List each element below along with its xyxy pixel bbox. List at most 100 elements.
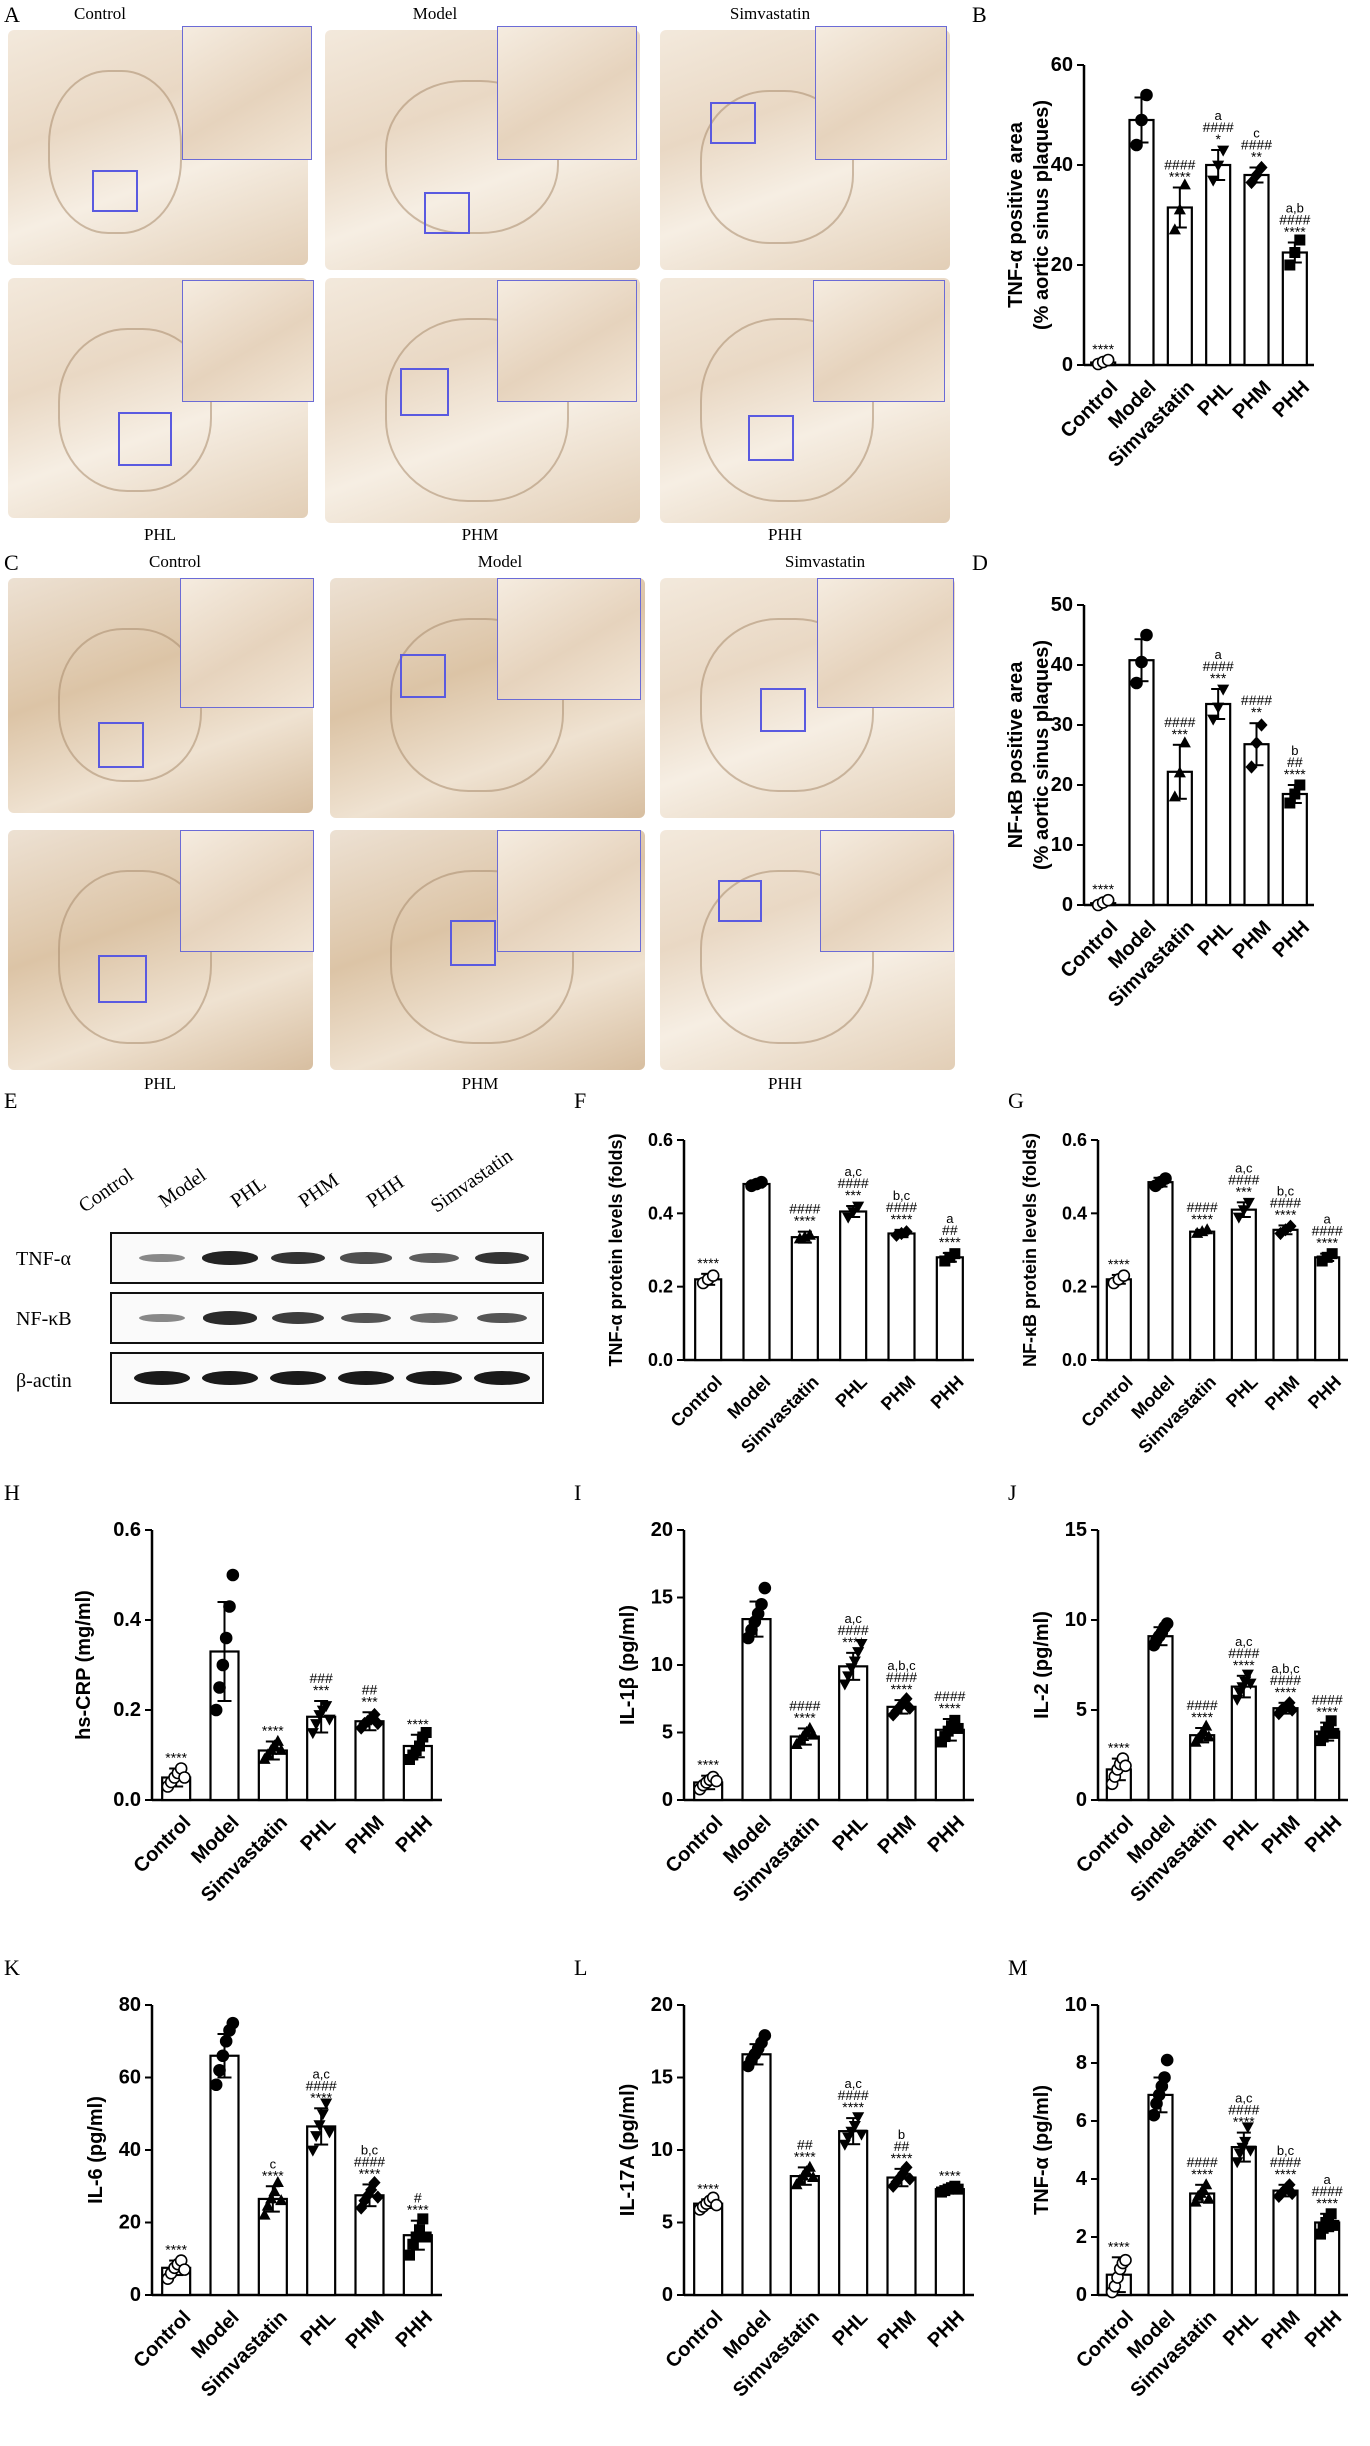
significance-label: c (270, 2156, 277, 2171)
zoom-box (98, 955, 147, 1003)
data-point (1160, 2053, 1174, 2067)
data-point (275, 1743, 288, 1755)
micro-label: Simvastatin (729, 4, 811, 23)
micro-label: Model (412, 4, 458, 23)
data-point (1168, 790, 1181, 802)
data-point (1217, 145, 1230, 157)
y-axis-label: TNF-α positive area (% aortic sinus plaqu… (1005, 100, 1053, 330)
significance-label: **** (794, 2148, 816, 2164)
chart-nfkb-positive-area: 0 10 20 30 40 50 NF-κB positive area (% aortic … (1005, 594, 1314, 1012)
data-point (209, 1703, 223, 1717)
significance-label: **** (1275, 1206, 1297, 1222)
y-axis-label: IL-1β (pg/ml) (617, 1605, 639, 1725)
significance-label: # (414, 2190, 422, 2206)
significance-label: **** (794, 1213, 816, 1229)
bar (354, 1720, 385, 1802)
wb-row-label: NF-κB (16, 1308, 72, 1330)
data-point (1189, 2195, 1202, 2207)
significance-label: b,c (361, 2142, 379, 2157)
y-tick-label: 80 (119, 1994, 141, 2016)
data-point (1328, 1727, 1340, 1739)
y-tick-label: 0 (1062, 894, 1073, 916)
data-point (355, 2201, 368, 2215)
data-point (178, 1771, 191, 1784)
y-axis-label: IL-2 (pg/ml) (1031, 1611, 1053, 1719)
y-axis-label-line: TNF-α (pg/ml) (1031, 2085, 1053, 2215)
bar (1281, 792, 1308, 907)
y-tick-label: 6 (1076, 2110, 1087, 2132)
data-point (178, 2263, 191, 2276)
significance-label: **** (1191, 2166, 1213, 2182)
zoom-box (400, 368, 449, 416)
data-point (1279, 1223, 1292, 1237)
data-point (803, 2160, 816, 2172)
significance-label: **** (407, 1716, 429, 1732)
wb-band (410, 1313, 458, 1323)
significance-label: a (1215, 108, 1223, 123)
data-point (1101, 893, 1115, 907)
bar (887, 1232, 916, 1362)
data-point (1212, 702, 1225, 714)
significance-label: *** (1236, 1183, 1253, 1199)
zoom-box (424, 192, 470, 234)
x-tick-label: PHH (1269, 917, 1314, 962)
data-point (1135, 113, 1148, 127)
data-point (271, 1734, 284, 1746)
data-point (1241, 1669, 1254, 1681)
wb-band (271, 1251, 325, 1265)
y-tick-label: 20 (651, 1994, 673, 2016)
wb-blot-actin (110, 1352, 544, 1404)
data-point (1244, 2145, 1257, 2157)
data-point (1286, 1703, 1299, 1717)
data-point (893, 2170, 906, 2185)
significance-label: a,c (1235, 1160, 1253, 1175)
wb-lane-label: PHH (362, 1171, 409, 1213)
y-tick-label: 10 (651, 1654, 673, 1676)
significance-label: *** (1172, 726, 1189, 742)
data-point (1328, 2219, 1340, 2231)
inset-micrograph (815, 26, 947, 160)
y-tick-label: 0.2 (113, 1699, 141, 1721)
wb-band (338, 1371, 394, 1385)
data-point (1284, 259, 1296, 271)
significance-label: a,c (844, 1611, 862, 1626)
bar (1243, 173, 1270, 367)
significance-label: #### (1164, 157, 1195, 173)
x-tick-label: PHM (342, 1812, 389, 1859)
zoom-box (748, 415, 794, 461)
x-tick-label: PHH (392, 2307, 437, 2352)
x-tick-label: PHM (1261, 1372, 1303, 1414)
data-point (219, 2034, 233, 2048)
wb-lane-label: Control (74, 1164, 138, 1218)
data-point (407, 2238, 419, 2250)
significance-label: **** (1233, 2114, 1255, 2130)
y-axis-label: NF-κB protein levels (folds) (1020, 1133, 1040, 1367)
zoom-box (710, 102, 756, 144)
y-tick-label: 0.0 (648, 1350, 673, 1370)
bar (1105, 1278, 1132, 1362)
significance-label: ## (362, 1681, 378, 1697)
data-point (1274, 1226, 1287, 1241)
wb-lane-label: Model (154, 1164, 211, 1213)
data-point (404, 2249, 415, 2261)
significance-label: b,c (893, 1188, 911, 1203)
y-tick-label: 0.2 (1062, 1277, 1087, 1297)
data-point (1217, 684, 1230, 696)
western-blot: Control Model PHL PHM PHH Simvastatin TN… (0, 1120, 560, 1480)
data-point (855, 1639, 868, 1650)
significance-label: **** (1284, 224, 1306, 240)
data-point (900, 2160, 913, 2174)
data-point (1317, 2222, 1329, 2234)
data-point (1202, 1730, 1215, 1742)
significance-label: a (946, 1211, 954, 1226)
wb-blot-nfkb (110, 1292, 544, 1344)
data-point (1286, 2186, 1299, 2201)
data-point (1135, 655, 1148, 669)
significance-label: ## (1287, 754, 1303, 770)
data-point (1130, 138, 1143, 152)
data-point (306, 2145, 319, 2157)
data-point (1325, 2208, 1337, 2220)
inset-micrograph (497, 280, 637, 402)
